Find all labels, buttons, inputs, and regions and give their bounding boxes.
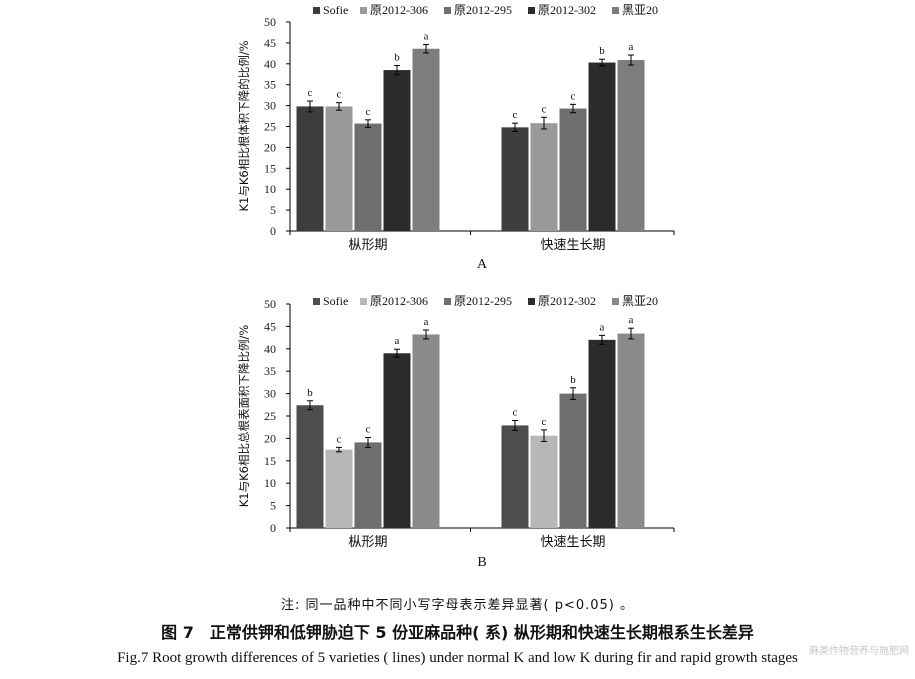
panel-b-y-tick-label: 5 <box>270 499 276 513</box>
panel-a-category-label: 快速生长期 <box>540 238 605 253</box>
panel-a-bar <box>559 108 587 231</box>
panel-a-legend-label: 黑亚20 <box>622 3 658 17</box>
panel-b-y-tick-label: 45 <box>264 319 276 333</box>
panel-a-bar <box>383 70 411 231</box>
panel-a-y-tick-label: 45 <box>264 36 276 50</box>
panel-a-y-tick-label: 40 <box>264 57 276 71</box>
panel-a-legend-swatch <box>313 7 320 14</box>
panel-a-panel-label: A <box>477 257 488 272</box>
figure-caption-chinese: 图 7 正常供钾和低钾胁迫下 5 份亚麻品种( 系) 枞形期和快速生长期根系生长… <box>161 623 754 642</box>
panel-a-significance-label: a <box>424 31 429 43</box>
panel-a-bar <box>617 60 645 232</box>
significance-note: 注: 同一品种中不同小写字母表示差异显著( p<0.05) 。 <box>280 598 634 613</box>
panel-a-y-tick-label: 5 <box>270 203 276 217</box>
panel-b-y-axis-label: K1与K6相比总根表面积下降比例/% <box>237 325 251 508</box>
panel-a-significance-label: c <box>571 90 576 102</box>
panel-b-significance-label: c <box>542 416 547 428</box>
panel-a-y-axis-label: K1与K6相比根体积下降的比例/% <box>237 40 251 211</box>
panel-b-significance-label: c <box>366 424 371 436</box>
panel-a-significance-label: c <box>542 103 547 115</box>
panel-b-bar <box>588 339 616 528</box>
panel-a-legend-swatch <box>360 7 367 14</box>
panel-b-legend-swatch <box>612 298 619 305</box>
panel-b-legend-label: 原2012-302 <box>538 294 596 308</box>
panel-b-y-tick-label: 40 <box>264 342 276 356</box>
figure-caption-english: Fig.7 Root growth differences of 5 varie… <box>117 650 798 666</box>
panel-b-legend-swatch <box>444 298 451 305</box>
panel-b-bar <box>325 449 353 528</box>
panel-b-significance-label: a <box>424 316 429 328</box>
panel-a-y-tick-label: 10 <box>264 182 276 196</box>
panel-b-legend-label: 黑亚20 <box>622 294 658 308</box>
panel-a-legend-swatch <box>528 7 535 14</box>
watermark: 麻类作物营养与施肥网 <box>809 646 909 657</box>
panel-a-y-tick-label: 20 <box>264 140 276 154</box>
panel-b-legend-swatch <box>313 298 320 305</box>
panel-b-significance-label: c <box>513 406 518 418</box>
panel-b-y-tick-label: 20 <box>264 431 276 445</box>
panel-a-y-tick-label: 30 <box>264 99 276 113</box>
panel-b-legend-swatch <box>528 298 535 305</box>
panel-a-bar <box>530 123 558 231</box>
panel-b-bar <box>617 333 645 528</box>
panel-a-bar <box>588 62 616 231</box>
panel-a-bar <box>501 127 529 231</box>
panel-b-significance-label: c <box>337 433 342 445</box>
panel-a-significance-label: b <box>599 45 605 57</box>
panel-a-y-tick-label: 0 <box>270 224 276 238</box>
panel-a-y-tick-label: 25 <box>264 120 276 134</box>
panel-b-y-tick-label: 0 <box>270 521 276 535</box>
panel-b-bar <box>501 425 529 528</box>
panel-b-category-label: 快速生长期 <box>540 535 605 550</box>
panel-b-significance-label: b <box>570 374 576 386</box>
panel-b-legend-label: 原2012-295 <box>454 294 512 308</box>
panel-b-y-tick-label: 25 <box>264 409 276 423</box>
panel-a-bar <box>296 106 324 231</box>
panel-a-significance-label: b <box>394 51 400 63</box>
panel-a-bar <box>325 106 353 231</box>
panel-b-significance-label: a <box>629 314 634 326</box>
panel-b-legend-label: 原2012-306 <box>370 294 428 308</box>
panel-a-significance-label: a <box>629 41 634 53</box>
panel-b-legend-swatch <box>360 298 367 305</box>
panel-b-y-tick-label: 35 <box>264 364 276 378</box>
panel-b-y-tick-label: 50 <box>264 297 276 311</box>
panel-a-significance-label: c <box>337 89 342 101</box>
panel-b-category-label: 枞形期 <box>348 535 387 550</box>
panel-a-legend-swatch <box>444 7 451 14</box>
panel-a-legend-label: Sofie <box>323 3 348 17</box>
panel-a-significance-label: c <box>366 106 371 118</box>
panel-b-bar <box>559 393 587 528</box>
panel-a-legend-swatch <box>612 7 619 14</box>
panel-a-legend-label: 原2012-295 <box>454 3 512 17</box>
panel-a-legend-label: 原2012-306 <box>370 3 428 17</box>
panel-a-legend-label: 原2012-302 <box>538 3 596 17</box>
panel-b-panel-label: B <box>477 555 486 570</box>
panel-a-y-tick-label: 50 <box>264 15 276 29</box>
panel-a-category-label: 枞形期 <box>348 238 387 253</box>
panel-b-y-tick-label: 30 <box>264 387 276 401</box>
panel-b-bar <box>296 405 324 528</box>
panel-b-y-tick-label: 10 <box>264 476 276 490</box>
panel-a-bar <box>412 48 440 231</box>
panel-b-bar <box>354 442 382 528</box>
panel-a-bar <box>354 123 382 231</box>
panel-b-bar <box>383 353 411 528</box>
panel-a-y-tick-label: 15 <box>264 161 276 175</box>
panel-b-significance-label: b <box>307 387 313 399</box>
panel-a-significance-label: c <box>513 109 518 121</box>
panel-b-bar <box>530 435 558 528</box>
panel-b-significance-label: a <box>395 335 400 347</box>
panel-b-legend-label: Sofie <box>323 294 348 308</box>
panel-a-significance-label: c <box>308 87 313 99</box>
panel-b-bar <box>412 334 440 528</box>
panel-a-y-tick-label: 35 <box>264 78 276 92</box>
panel-b-y-tick-label: 15 <box>264 454 276 468</box>
panel-b-significance-label: a <box>600 321 605 333</box>
